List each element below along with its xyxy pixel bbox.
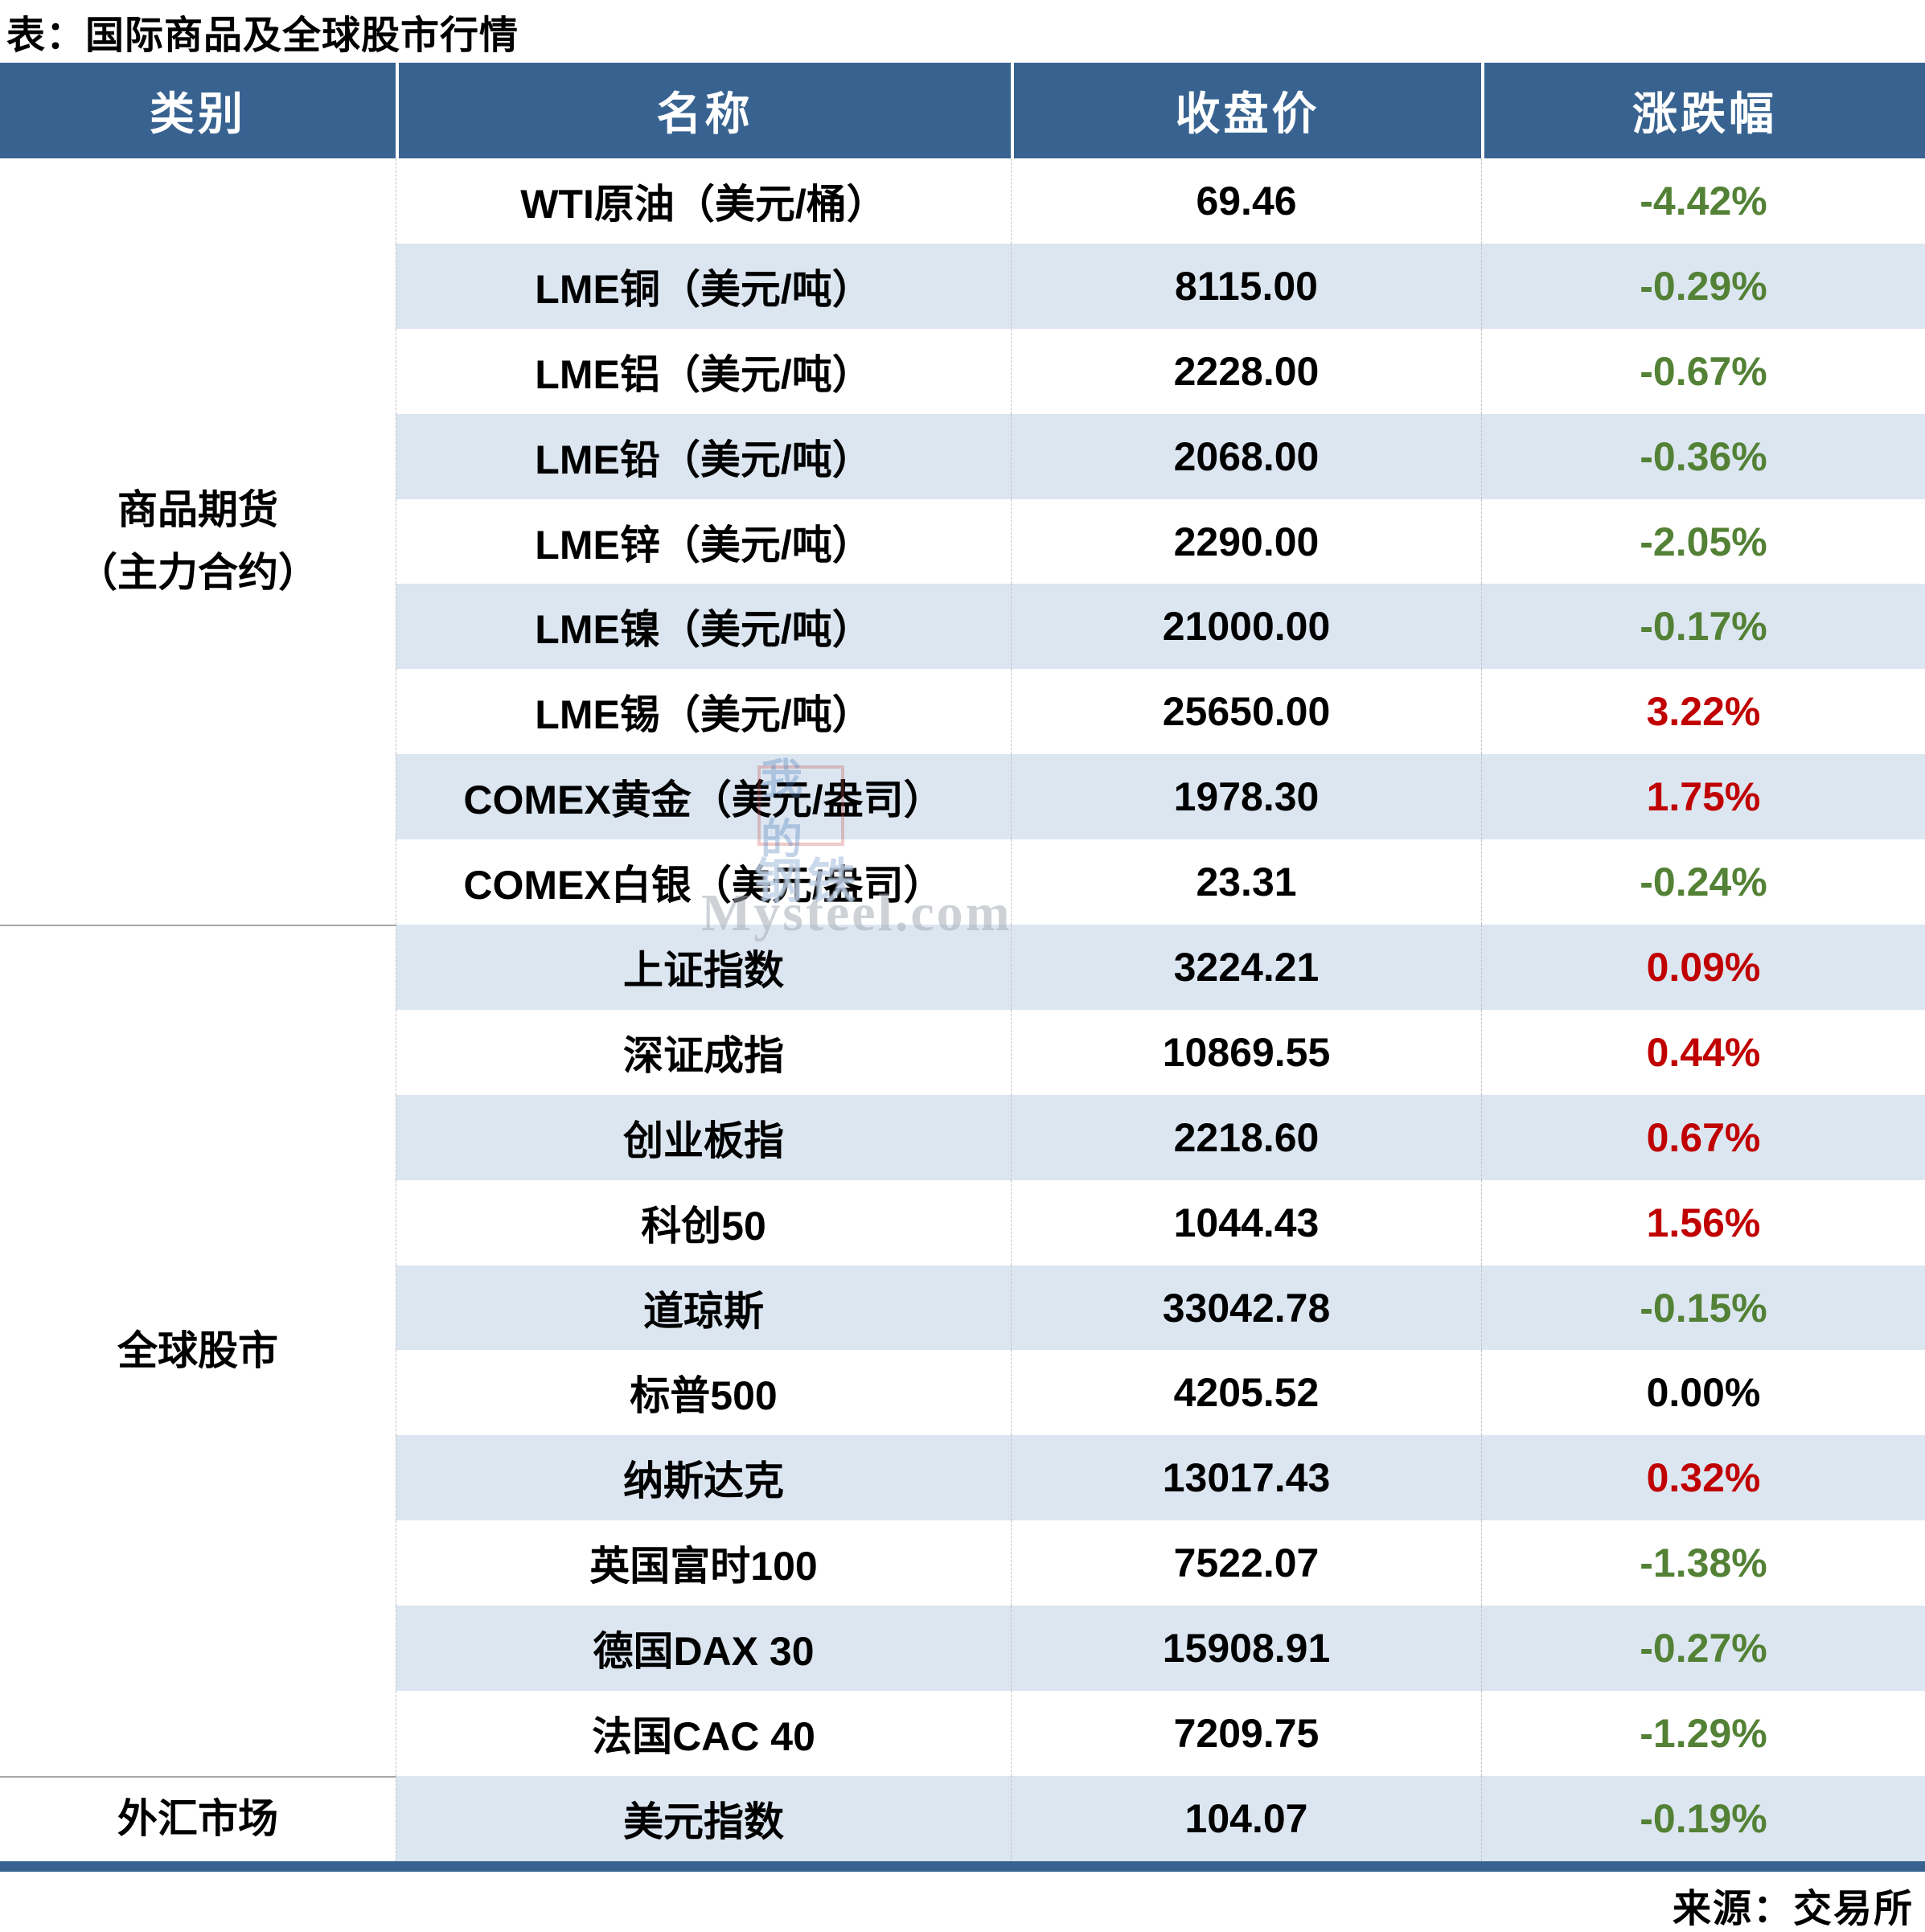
category-label-line: 全球股市 <box>117 1327 278 1373</box>
close-price-cell: 69.46 <box>1011 158 1481 244</box>
instrument-name-cell: 英国富时100 <box>396 1520 1011 1606</box>
instrument-name-cell: 上证指数 <box>396 925 1011 1010</box>
change-percent-cell: -0.29% <box>1481 243 1925 329</box>
instrument-name-cell: LME镍（美元/吨） <box>396 584 1011 670</box>
instrument-name-cell: LME铝（美元/吨） <box>396 328 1011 414</box>
instrument-name-cell: LME铅（美元/吨） <box>396 413 1011 499</box>
instrument-name-cell: 创业板指 <box>396 1094 1011 1180</box>
close-price-cell: 25650.00 <box>1011 669 1481 755</box>
category-label-line: 外汇市场 <box>117 1796 278 1842</box>
close-price-cell: 2290.00 <box>1011 498 1481 585</box>
close-price-cell: 1978.30 <box>1011 754 1481 840</box>
category-cell: 外汇市场 <box>0 1775 396 1861</box>
change-percent-cell: 0.44% <box>1481 1009 1925 1095</box>
change-percent-cell: -0.24% <box>1481 839 1925 925</box>
column-header-change: 涨跌幅 <box>1481 63 1925 158</box>
change-percent-cell: -0.19% <box>1481 1775 1925 1861</box>
instrument-name-cell: 美元指数 <box>396 1775 1011 1861</box>
close-price-cell: 13017.43 <box>1011 1435 1481 1521</box>
column-header-name: 名称 <box>396 63 1011 158</box>
figure-title: 表：国际商品及全球股市行情 <box>6 14 519 57</box>
close-price-cell: 23.31 <box>1011 839 1481 925</box>
change-percent-cell: -1.29% <box>1481 1691 1925 1776</box>
table-body: 商品期货 （主力合约） WTI原油（美元/桶） 69.46 -4.42% LME铜（美元/… <box>0 158 1925 1861</box>
close-price-cell: 2228.00 <box>1011 328 1481 414</box>
change-percent-cell: 0.09% <box>1481 925 1925 1010</box>
close-price-cell: 15908.91 <box>1011 1606 1481 1692</box>
close-price-cell: 2068.00 <box>1011 413 1481 499</box>
close-price-cell: 1044.43 <box>1011 1179 1481 1265</box>
instrument-name-cell: 纳斯达克 <box>396 1435 1011 1521</box>
category-cell: 商品期货 （主力合约） <box>0 158 396 925</box>
change-percent-cell: -0.15% <box>1481 1265 1925 1351</box>
instrument-name-cell: 法国CAC 40 <box>396 1691 1011 1776</box>
change-percent-cell: 0.67% <box>1481 1094 1925 1180</box>
instrument-name-cell: 道琼斯 <box>396 1265 1011 1351</box>
column-header-close: 收盘价 <box>1011 63 1481 158</box>
instrument-name-cell: COMEX白银（美元/盎司） <box>396 839 1011 925</box>
change-percent-cell: 1.56% <box>1481 1179 1925 1265</box>
close-price-cell: 7209.75 <box>1011 1691 1481 1776</box>
close-price-cell: 21000.00 <box>1011 584 1481 670</box>
category-label-line: 商品期货 <box>117 487 278 532</box>
close-price-cell: 4205.52 <box>1011 1350 1481 1436</box>
instrument-name-cell: 德国DAX 30 <box>396 1606 1011 1692</box>
instrument-name-cell: COMEX黄金（美元/盎司） <box>396 754 1011 840</box>
change-percent-cell: -0.67% <box>1481 328 1925 414</box>
change-percent-cell: -0.36% <box>1481 413 1925 499</box>
table-header-row: 类别 名称 收盘价 涨跌幅 <box>0 63 1925 158</box>
change-percent-cell: -0.17% <box>1481 584 1925 670</box>
close-price-cell: 3224.21 <box>1011 925 1481 1010</box>
column-header-category: 类别 <box>150 90 246 140</box>
close-price-cell: 8115.00 <box>1011 243 1481 329</box>
change-percent-cell: -1.38% <box>1481 1520 1925 1606</box>
source-note: 来源：交易所 <box>1672 1888 1914 1930</box>
change-percent-cell: 0.32% <box>1481 1435 1925 1521</box>
instrument-name-cell: 科创50 <box>396 1179 1011 1265</box>
instrument-name-cell: LME锡（美元/吨） <box>396 669 1011 755</box>
close-price-cell: 7522.07 <box>1011 1520 1481 1606</box>
market-table: 类别 名称 收盘价 涨跌幅 商品期货 （主力合约） WTI原油（美元/桶） 69.46… <box>0 63 1925 1861</box>
instrument-name-cell: LME锌（美元/吨） <box>396 498 1011 585</box>
change-percent-cell: 0.00% <box>1481 1350 1925 1436</box>
bottom-accent-bar <box>0 1861 1925 1872</box>
close-price-cell: 33042.78 <box>1011 1265 1481 1351</box>
change-percent-cell: -0.27% <box>1481 1606 1925 1692</box>
instrument-name-cell: WTI原油（美元/桶） <box>396 158 1011 244</box>
change-percent-cell: -2.05% <box>1481 498 1925 585</box>
instrument-name-cell: 深证成指 <box>396 1009 1011 1095</box>
close-price-cell: 104.07 <box>1011 1775 1481 1861</box>
close-price-cell: 2218.60 <box>1011 1094 1481 1180</box>
instrument-name-cell: 标普500 <box>396 1350 1011 1436</box>
change-percent-cell: 3.22% <box>1481 669 1925 755</box>
close-price-cell: 10869.55 <box>1011 1009 1481 1095</box>
category-label-line: （主力合约） <box>77 549 318 595</box>
category-cell: 全球股市 <box>0 925 396 1776</box>
change-percent-cell: 1.75% <box>1481 754 1925 840</box>
instrument-name-cell: LME铜（美元/吨） <box>396 243 1011 329</box>
change-percent-cell: -4.42% <box>1481 158 1925 244</box>
